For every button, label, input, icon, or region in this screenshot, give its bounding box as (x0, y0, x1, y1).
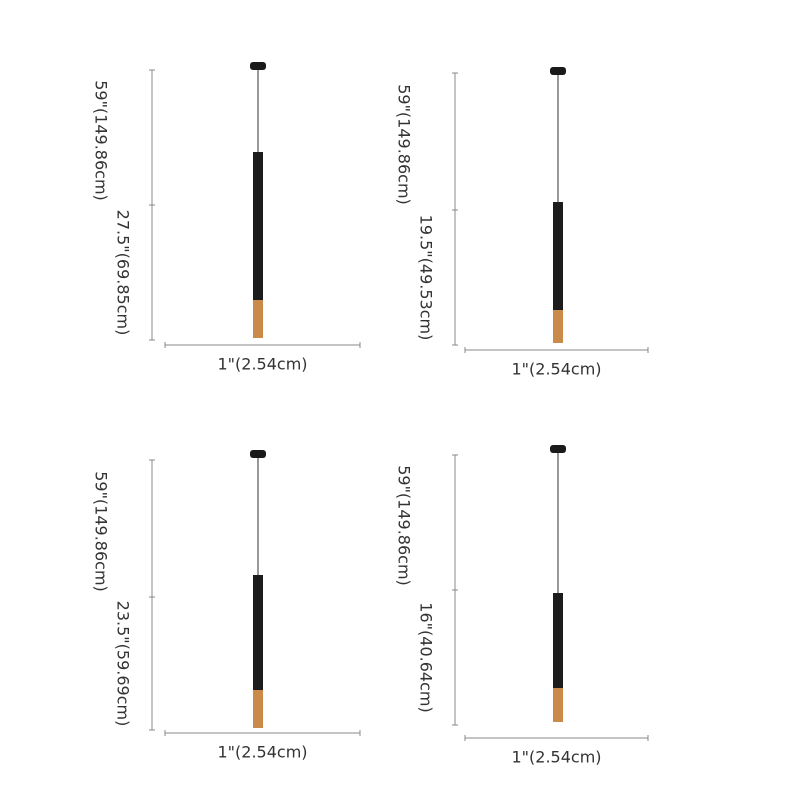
total-length-label: 59"(149.86cm) (395, 465, 414, 586)
tube (553, 593, 563, 688)
tube (253, 152, 263, 300)
canopy (550, 67, 566, 75)
total-length-label: 59"(149.86cm) (395, 84, 414, 205)
body-length-label: 19.5"(49.53cm) (417, 215, 436, 341)
body-length-label: 23.5"(59.69cm) (114, 601, 133, 727)
tube (553, 202, 563, 310)
width-label: 1"(2.54cm) (511, 748, 601, 767)
width-label: 1"(2.54cm) (511, 360, 601, 379)
tube (253, 575, 263, 690)
body-length-label: 16"(40.64cm) (417, 602, 436, 712)
canopy (250, 62, 266, 70)
gold-tip (253, 300, 263, 338)
gold-tip (553, 688, 563, 722)
total-length-label: 59"(149.86cm) (92, 471, 111, 592)
gold-tip (553, 310, 563, 343)
width-label: 1"(2.54cm) (217, 355, 307, 374)
total-length-label: 59"(149.86cm) (92, 80, 111, 201)
canopy (550, 445, 566, 453)
width-label: 1"(2.54cm) (217, 743, 307, 762)
body-length-label: 27.5"(69.85cm) (114, 210, 133, 336)
canopy (250, 450, 266, 458)
gold-tip (253, 690, 263, 728)
